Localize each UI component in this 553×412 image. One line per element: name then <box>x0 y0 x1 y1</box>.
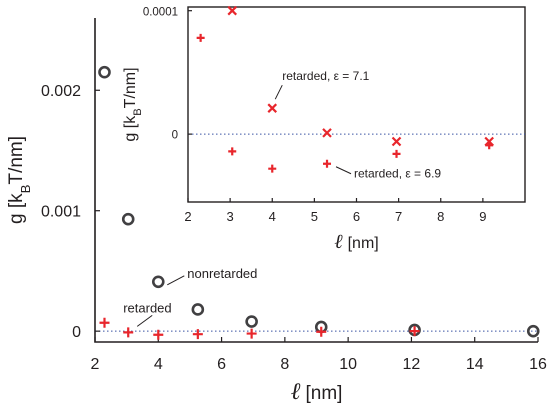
x-tick-label: 2 <box>91 356 100 373</box>
ylabel-suffix: T/nm] <box>122 67 139 108</box>
y-tick-label: 0 <box>172 130 178 142</box>
point-plus <box>196 33 205 42</box>
x-tick-label: 6 <box>217 356 226 373</box>
y-axis-label: g [kBT/nm] <box>122 67 144 141</box>
point-plus <box>392 149 401 158</box>
ylabel-suffix: T/nm] <box>6 136 27 185</box>
point-x <box>391 136 402 147</box>
annotation-leader <box>335 166 352 175</box>
x-tick-label: 8 <box>280 356 289 373</box>
point-plus <box>409 326 420 337</box>
x-axis-label: ℓ [nm] <box>334 229 378 253</box>
point-circle <box>151 275 165 289</box>
ylabel-prefix: g [k <box>122 115 139 142</box>
point-plus <box>268 164 277 173</box>
point-circle <box>121 212 135 226</box>
y-tick-label: 0.001 <box>41 203 81 220</box>
point-circle <box>245 315 258 328</box>
point-circle <box>98 65 111 79</box>
y-tick-label: 0 <box>72 324 81 341</box>
x-tick-label: 10 <box>339 356 357 373</box>
x-tick-label: 4 <box>269 209 276 224</box>
annotation-leader <box>274 84 283 100</box>
annotation-nonretarded: nonretarded <box>187 266 257 281</box>
x-tick-label: 16 <box>529 356 547 373</box>
x-axis-unit: [nm] <box>305 383 342 404</box>
y-axis-label: g [kBT/nm] <box>6 136 33 224</box>
point-x <box>322 128 332 138</box>
annotation-eps-7-1: retarded, ε = 7.1 <box>282 69 369 83</box>
x-tick-label: 14 <box>466 356 484 373</box>
annotation-leader <box>167 275 185 286</box>
point-plus <box>99 317 110 328</box>
annotation-retarded: retarded <box>123 300 171 315</box>
point-circle <box>526 324 540 338</box>
point-plus <box>316 326 327 337</box>
point-plus <box>153 329 164 340</box>
point-plus <box>123 327 134 338</box>
x-tick-label: 12 <box>403 356 421 373</box>
ell-symbol: ℓ <box>334 229 343 253</box>
x-tick-label: 3 <box>227 209 234 224</box>
x-tick-label: 5 <box>311 209 318 224</box>
x-tick-label: 4 <box>154 356 163 373</box>
ylabel-sub: B <box>132 108 144 115</box>
annotation-eps-6-9: retarded, ε = 6.9 <box>354 167 441 181</box>
point-circle <box>191 303 205 316</box>
point-plus <box>323 159 332 168</box>
y-tick-label: 0.002 <box>41 83 81 100</box>
ell-symbol: ℓ <box>291 377 301 405</box>
ylabel-prefix: g [k <box>6 193 27 224</box>
inset-frame <box>187 6 526 203</box>
y-tick-label: 0.0001 <box>143 6 178 18</box>
point-plus <box>228 147 237 156</box>
annotation-leader <box>136 314 153 327</box>
x-tick-label: 8 <box>437 209 444 224</box>
x-tick-label: 9 <box>479 209 486 224</box>
x-tick-label: 7 <box>395 209 402 224</box>
inset-chart: 2 3 4 5 6 7 8 9 0 0.0001 ℓ [nm] g [kBT/nm] retarded, … <box>122 5 526 253</box>
x-axis-unit: [nm] <box>348 235 379 252</box>
point-plus <box>485 141 494 150</box>
x-tick-label: 6 <box>353 209 360 224</box>
x-tick-label: 2 <box>184 209 191 224</box>
point-x <box>267 103 278 113</box>
point-x <box>227 5 238 16</box>
x-axis-label: ℓ [nm] <box>291 377 343 405</box>
point-plus <box>246 328 257 339</box>
point-plus <box>192 329 203 340</box>
ylabel-sub: B <box>18 184 33 193</box>
